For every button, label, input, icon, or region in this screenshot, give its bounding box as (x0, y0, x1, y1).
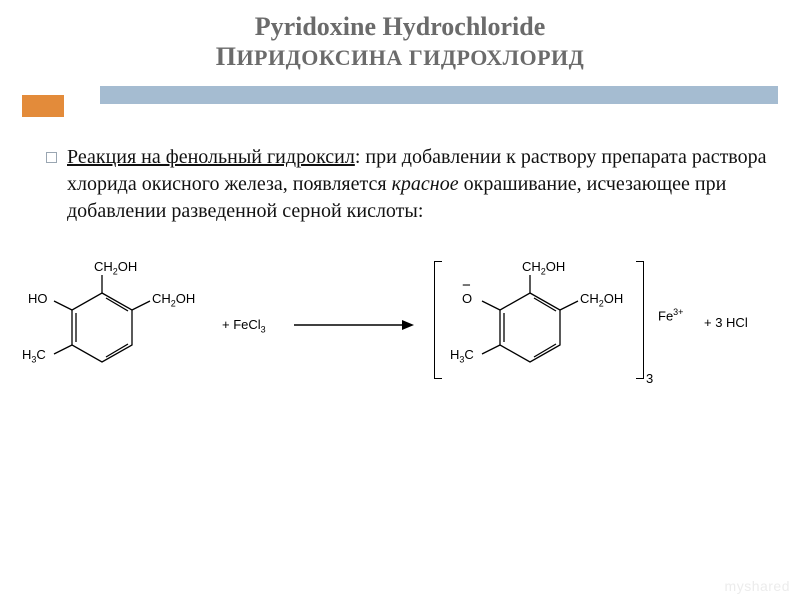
bracket-subscript: 3 (646, 371, 653, 386)
right-o: O (462, 291, 472, 306)
left-ch2oh-right: CH2OH (152, 291, 195, 309)
chemical-reaction: CH2OH CH2OH HO H3C + FeCl3 CH2OH CH2OH −… (22, 255, 782, 435)
bracket-left (434, 261, 442, 379)
slide-header: Pyridoxine Hydrochloride ПИРИДОКСИНА ГИД… (0, 0, 800, 80)
accent-box (22, 95, 64, 117)
left-ho: HO (28, 291, 48, 306)
title-english: Pyridoxine Hydrochloride (0, 12, 800, 42)
right-ch2oh-right: CH2OH (580, 291, 623, 309)
header-divider (100, 86, 778, 104)
bullet-text: Реакция на фенольный гидроксил: при доба… (67, 144, 770, 225)
bullet-marker (46, 152, 57, 163)
left-molecule-ring (32, 265, 172, 395)
right-ch2oh-top: CH2OH (522, 259, 565, 277)
reaction-arrow (294, 315, 414, 335)
title-russian: ПИРИДОКСИНА ГИДРОХЛОРИД (0, 42, 800, 72)
plus-3hcl: + 3 HCl (704, 315, 748, 330)
body-paragraph: Реакция на фенольный гидроксил: при доба… (0, 104, 800, 225)
bracket-right (636, 261, 644, 379)
bullet-item: Реакция на фенольный гидроксил: при доба… (46, 144, 770, 225)
fe3plus: Fe3+ (658, 307, 683, 323)
watermark: myshared (725, 578, 790, 594)
left-ch2oh-top: CH2OH (94, 259, 137, 277)
lead-text: Реакция на фенольный гидроксил (67, 146, 355, 168)
plus-fecl3: + FeCl3 (222, 317, 266, 335)
right-h3c: H3C (450, 347, 474, 365)
right-molecule-ring (460, 265, 600, 395)
left-h3c: H3C (22, 347, 46, 365)
